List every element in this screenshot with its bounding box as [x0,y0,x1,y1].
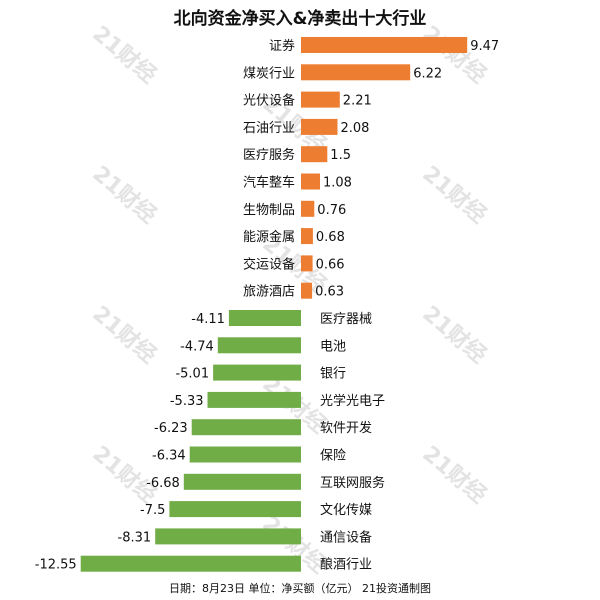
data-label: 1.08 [323,176,352,191]
category-label: 银行 [320,367,346,382]
watermark-text: 21财经 [418,301,492,369]
bar [301,228,313,245]
watermark-text: 21财经 [88,161,162,229]
data-label: -4.74 [180,339,214,354]
data-label: 0.68 [316,230,345,245]
bar [301,173,320,190]
category-label: 互联网服务 [320,475,385,491]
bar [169,501,301,518]
data-label: 9.47 [470,39,499,54]
watermark-text: 21财经 [88,441,162,509]
category-label: 通信设备 [320,529,372,545]
category-label: 石油行业 [243,121,295,136]
data-label: -5.01 [175,367,209,382]
bar [183,473,301,490]
data-label: -6.23 [154,421,188,436]
watermark-text: 21财经 [418,161,492,229]
category-label: 电池 [320,339,346,354]
bar [207,391,301,408]
category-label: 能源金属 [243,229,295,245]
watermark-text: 21财经 [88,301,162,369]
data-label: 1.5 [330,148,351,163]
data-label: -6.68 [146,476,180,491]
watermark-text: 21财经 [88,21,162,89]
bar [80,555,301,572]
category-label: 旅游酒店 [243,285,295,300]
data-label: 0.76 [317,203,346,218]
category-label: 保险 [320,449,346,464]
data-label: 2.21 [343,94,372,109]
category-label: 煤炭行业 [243,66,295,81]
bar [228,310,301,326]
bar [213,364,301,381]
data-label: 2.08 [341,121,370,136]
bar [155,528,301,545]
category-label: 医疗服务 [243,147,295,163]
bar [301,255,313,272]
category-label: 光学光电子 [320,393,385,409]
data-label: 0.66 [316,257,345,272]
data-label: -12.55 [35,558,77,573]
category-label: 光伏设备 [243,93,295,109]
chart-title: 北向资金净买入&净卖出十大行业 [173,9,427,29]
data-label: -6.34 [152,449,186,464]
bar [301,64,411,81]
watermark-text: 21财经 [418,441,492,509]
category-label: 软件开发 [320,420,372,436]
category-label: 汽车整车 [243,175,295,191]
bar [191,419,301,436]
data-label: -7.5 [140,503,165,518]
bar [217,337,301,354]
category-label: 证券 [269,38,295,54]
data-label: -8.31 [118,530,152,545]
category-label: 酿酒行业 [320,557,372,573]
bar [301,282,313,299]
bar [301,200,315,217]
bar [301,91,340,108]
data-label: -5.33 [170,394,204,409]
bar [301,146,328,163]
category-label: 交运设备 [243,256,295,272]
category-label: 文化传媒 [320,503,372,518]
data-label: 6.22 [413,66,442,81]
data-label: 0.63 [315,285,344,300]
bar [189,446,301,463]
chart-footnote: 日期：8月23日 单位：净买额（亿元） 21投资通制图 [169,582,431,595]
bar [301,118,338,135]
category-label: 医疗器械 [320,312,372,327]
bar [301,37,468,53]
category-label: 生物制品 [243,203,295,218]
data-label: -4.11 [191,312,225,327]
